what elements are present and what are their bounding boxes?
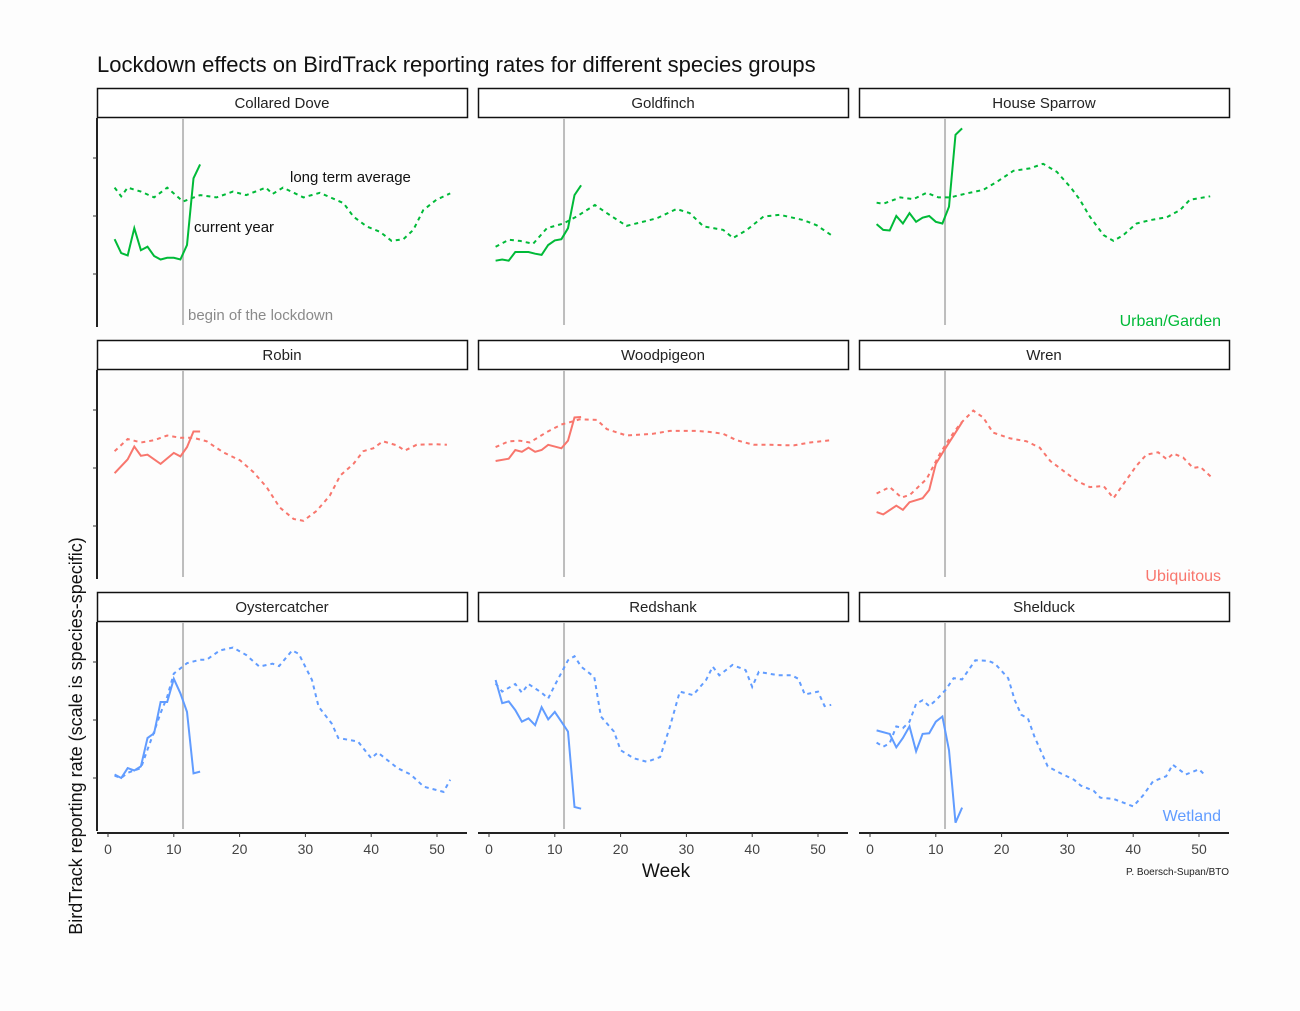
facet-panel: Goldfinch [477, 87, 850, 325]
facet-strip-label: Oystercatcher [235, 599, 328, 616]
facet-strip-label: Wren [1026, 347, 1062, 364]
current-year-line [875, 127, 963, 232]
current-year-line [114, 675, 201, 780]
x-tick-label: 10 [928, 841, 944, 857]
current-year-line [113, 430, 201, 474]
current-year-line [876, 421, 963, 516]
annotation-long-term-average: long term average [290, 169, 411, 186]
facet-panel: Redshank 0 10 20 30 40 50 [477, 591, 850, 857]
facet-strip [96, 591, 469, 623]
annotation-current-year: current year [194, 219, 274, 236]
long-term-average-line [494, 654, 832, 763]
facet-panel: Robin [93, 339, 469, 579]
x-tick-label: 50 [1191, 841, 1207, 857]
facet-strip-label: Goldfinch [631, 95, 694, 112]
y-axis-label: BirdTrack reporting rate (scale is speci… [66, 537, 86, 934]
long-term-average-line [876, 409, 1213, 500]
annotation-lockdown: begin of the lockdown [188, 307, 333, 324]
facet-panels: Collared Dove long term average current ye… [93, 87, 1231, 857]
facet-panel: Wren Ubiquitous [858, 339, 1231, 585]
facet-strip [96, 87, 469, 119]
facet-strip [96, 339, 469, 371]
long-term-average-line [114, 646, 452, 794]
x-tick-label: 20 [994, 841, 1010, 857]
x-tick-label: 30 [298, 841, 314, 857]
x-tick-label: 40 [363, 841, 379, 857]
facet-strip-label: House Sparrow [992, 95, 1096, 112]
facet-strip [858, 87, 1231, 119]
long-term-average-line [876, 659, 1207, 808]
long-term-average-line [876, 162, 1211, 243]
current-year-line [113, 163, 202, 261]
x-tick-label: 0 [866, 841, 874, 857]
facet-panel: Woodpigeon [477, 339, 850, 577]
x-tick-label: 0 [104, 841, 112, 857]
chart-title: Lockdown effects on BirdTrack reporting … [97, 52, 816, 77]
current-year-line [494, 679, 582, 810]
current-year-line [876, 714, 964, 824]
facet-panel: Collared Dove long term average current ye… [93, 87, 469, 327]
group-label: Wetland [1163, 808, 1221, 825]
facet-panel: House Sparrow Urban/Garden [858, 87, 1231, 330]
group-label: Ubiquitous [1145, 568, 1221, 585]
x-tick-label: 10 [166, 841, 182, 857]
long-term-average-line [113, 434, 447, 522]
credit-text: P. Boersch-Supan/BTO [1126, 867, 1229, 878]
facet-strip-label: Robin [262, 347, 301, 364]
facet-panel: Oystercatcher 0 10 20 30 40 50 [93, 591, 469, 857]
facet-strip [477, 591, 850, 623]
facet-strip [858, 591, 1231, 623]
long-term-average-line [495, 203, 832, 248]
x-tick-label: 0 [485, 841, 493, 857]
facet-panel: Shelduck 0 10 20 30 40 50 Wetland [858, 591, 1231, 857]
x-tick-label: 30 [679, 841, 695, 857]
x-tick-label: 40 [744, 841, 760, 857]
x-tick-label: 10 [547, 841, 563, 857]
group-label: Urban/Garden [1120, 313, 1221, 330]
x-tick-label: 40 [1125, 841, 1141, 857]
x-tick-label: 30 [1060, 841, 1076, 857]
x-tick-label: 20 [613, 841, 629, 857]
facet-strip-label: Shelduck [1013, 599, 1075, 616]
facet-strip [858, 339, 1231, 371]
current-year-line [495, 416, 582, 462]
x-tick-label: 20 [232, 841, 248, 857]
facet-strip [477, 339, 850, 371]
facet-strip-label: Collared Dove [234, 95, 329, 112]
x-tick-label: 50 [429, 841, 445, 857]
facet-strip-label: Redshank [629, 599, 697, 616]
current-year-line [495, 184, 582, 262]
facet-strip [477, 87, 850, 119]
x-tick-label: 50 [810, 841, 826, 857]
x-axis-label: Week [642, 861, 691, 882]
facet-strip-label: Woodpigeon [621, 347, 705, 364]
long-term-average-line [495, 418, 832, 449]
